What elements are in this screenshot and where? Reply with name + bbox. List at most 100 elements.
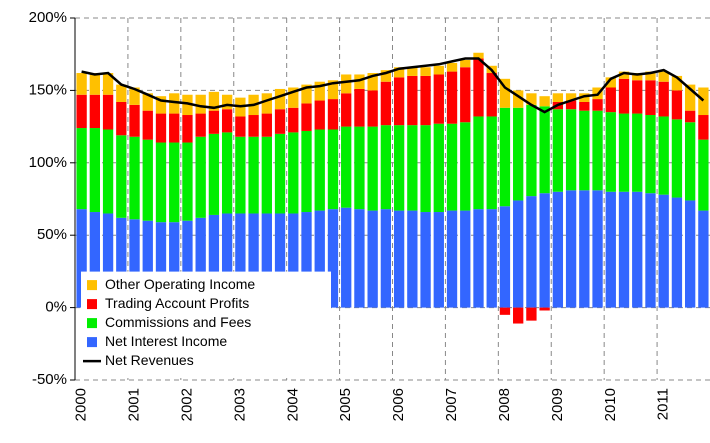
y-tick-label: 50%	[37, 226, 67, 243]
bar-segment	[354, 126, 365, 210]
bar-segment	[248, 115, 259, 137]
bar-segment	[407, 67, 418, 76]
bar-segment	[76, 73, 87, 95]
legend-swatch	[87, 337, 97, 348]
bar-segment	[129, 104, 140, 137]
bar-segment	[195, 113, 206, 137]
bar-segment	[526, 196, 537, 308]
bar-segment	[208, 110, 220, 134]
bar-segment	[208, 133, 220, 215]
bar-segment	[102, 129, 114, 214]
bar-segment	[182, 115, 193, 143]
bar-segment	[354, 209, 365, 308]
x-tick-label: 2007	[443, 388, 460, 421]
bar-segment	[420, 75, 431, 126]
bar-segment	[565, 190, 577, 308]
bar-segment	[605, 191, 616, 308]
y-tick-label: -50%	[32, 371, 67, 388]
x-tick-label: 2003	[231, 388, 248, 421]
x-tick-label: 2000	[73, 388, 90, 421]
bar-segment	[658, 194, 669, 308]
bar-segment	[592, 99, 603, 111]
y-tick-label: 200%	[29, 9, 67, 26]
bar-segment	[341, 207, 352, 308]
x-tick-label: 2002	[178, 388, 195, 421]
bar-segment	[460, 210, 471, 308]
bar-segment	[420, 125, 431, 213]
y-tick-label: 0%	[45, 299, 67, 316]
x-tick-label: 2005	[337, 388, 354, 421]
bar-segment	[460, 122, 471, 211]
bar-segment	[129, 136, 140, 220]
bar-segment	[407, 210, 418, 308]
bar-segment	[446, 210, 458, 308]
bar-segment	[341, 74, 352, 94]
bar-segment	[102, 213, 114, 308]
x-tick-label: 2006	[390, 388, 407, 421]
bar-segment	[618, 78, 630, 114]
bar-segment	[129, 219, 140, 308]
bar-segment	[195, 94, 206, 114]
bar-segment	[460, 67, 471, 123]
bar-segment	[301, 130, 312, 213]
bar-segment	[486, 73, 497, 117]
bar-segment	[169, 93, 180, 114]
bar-segment	[446, 62, 458, 72]
bar-segment	[301, 103, 312, 131]
bar-segment	[393, 77, 405, 126]
bar-segment	[579, 190, 590, 308]
bar-segment	[539, 193, 550, 308]
bar-segment	[499, 107, 511, 207]
bar-segment	[671, 119, 683, 198]
bar-segment	[89, 94, 101, 129]
line	[81, 57, 705, 114]
bar-segment	[645, 80, 656, 116]
bar-segment	[327, 99, 339, 130]
bar-segment	[671, 90, 683, 120]
bar-segment	[76, 209, 87, 308]
legend-label: Commissions and Fees	[105, 314, 251, 330]
y-tick-label: 150%	[29, 81, 67, 98]
x-tick-label: 2004	[284, 388, 301, 421]
bar-segment	[526, 307, 537, 321]
bar-segment	[684, 200, 696, 308]
bar-segment	[579, 93, 590, 102]
bar-segment	[341, 93, 352, 127]
x-tick-label: 2008	[496, 388, 513, 421]
bar-segment	[526, 93, 537, 105]
bar-segment	[579, 101, 590, 111]
bar-segment	[539, 106, 550, 194]
bar-segment	[155, 96, 167, 114]
bar-segment	[499, 307, 511, 315]
bar-segment	[102, 73, 114, 95]
bar-segment	[235, 213, 246, 308]
bar-segment	[552, 93, 564, 102]
bar-segment	[274, 213, 286, 308]
bar-segment	[116, 84, 127, 102]
bar-segment	[221, 109, 233, 133]
bar-segment	[380, 125, 392, 210]
y-tick-label: 100%	[29, 154, 67, 171]
bar-segment	[473, 58, 484, 117]
bar-segment	[539, 307, 550, 311]
bar-segment	[261, 213, 272, 308]
bar-segment	[579, 110, 590, 191]
bar-segment	[433, 65, 444, 75]
bar-segment	[327, 209, 339, 308]
bar-segment	[565, 100, 577, 110]
legend-label: Net Interest Income	[105, 333, 227, 349]
bar-segment	[314, 100, 325, 130]
bar-segment	[671, 197, 683, 308]
bar-segment	[433, 123, 444, 213]
legend-label: Trading Account Profits	[105, 295, 249, 311]
bar-segment	[645, 193, 656, 308]
bar-segment	[658, 81, 669, 117]
bar-segment	[473, 116, 484, 210]
bar-segment	[142, 93, 153, 111]
bar-segment	[116, 135, 127, 218]
bar-segment	[565, 109, 577, 191]
bar-segment	[169, 142, 180, 223]
bar-segment	[393, 210, 405, 308]
bar-segment	[274, 109, 286, 134]
